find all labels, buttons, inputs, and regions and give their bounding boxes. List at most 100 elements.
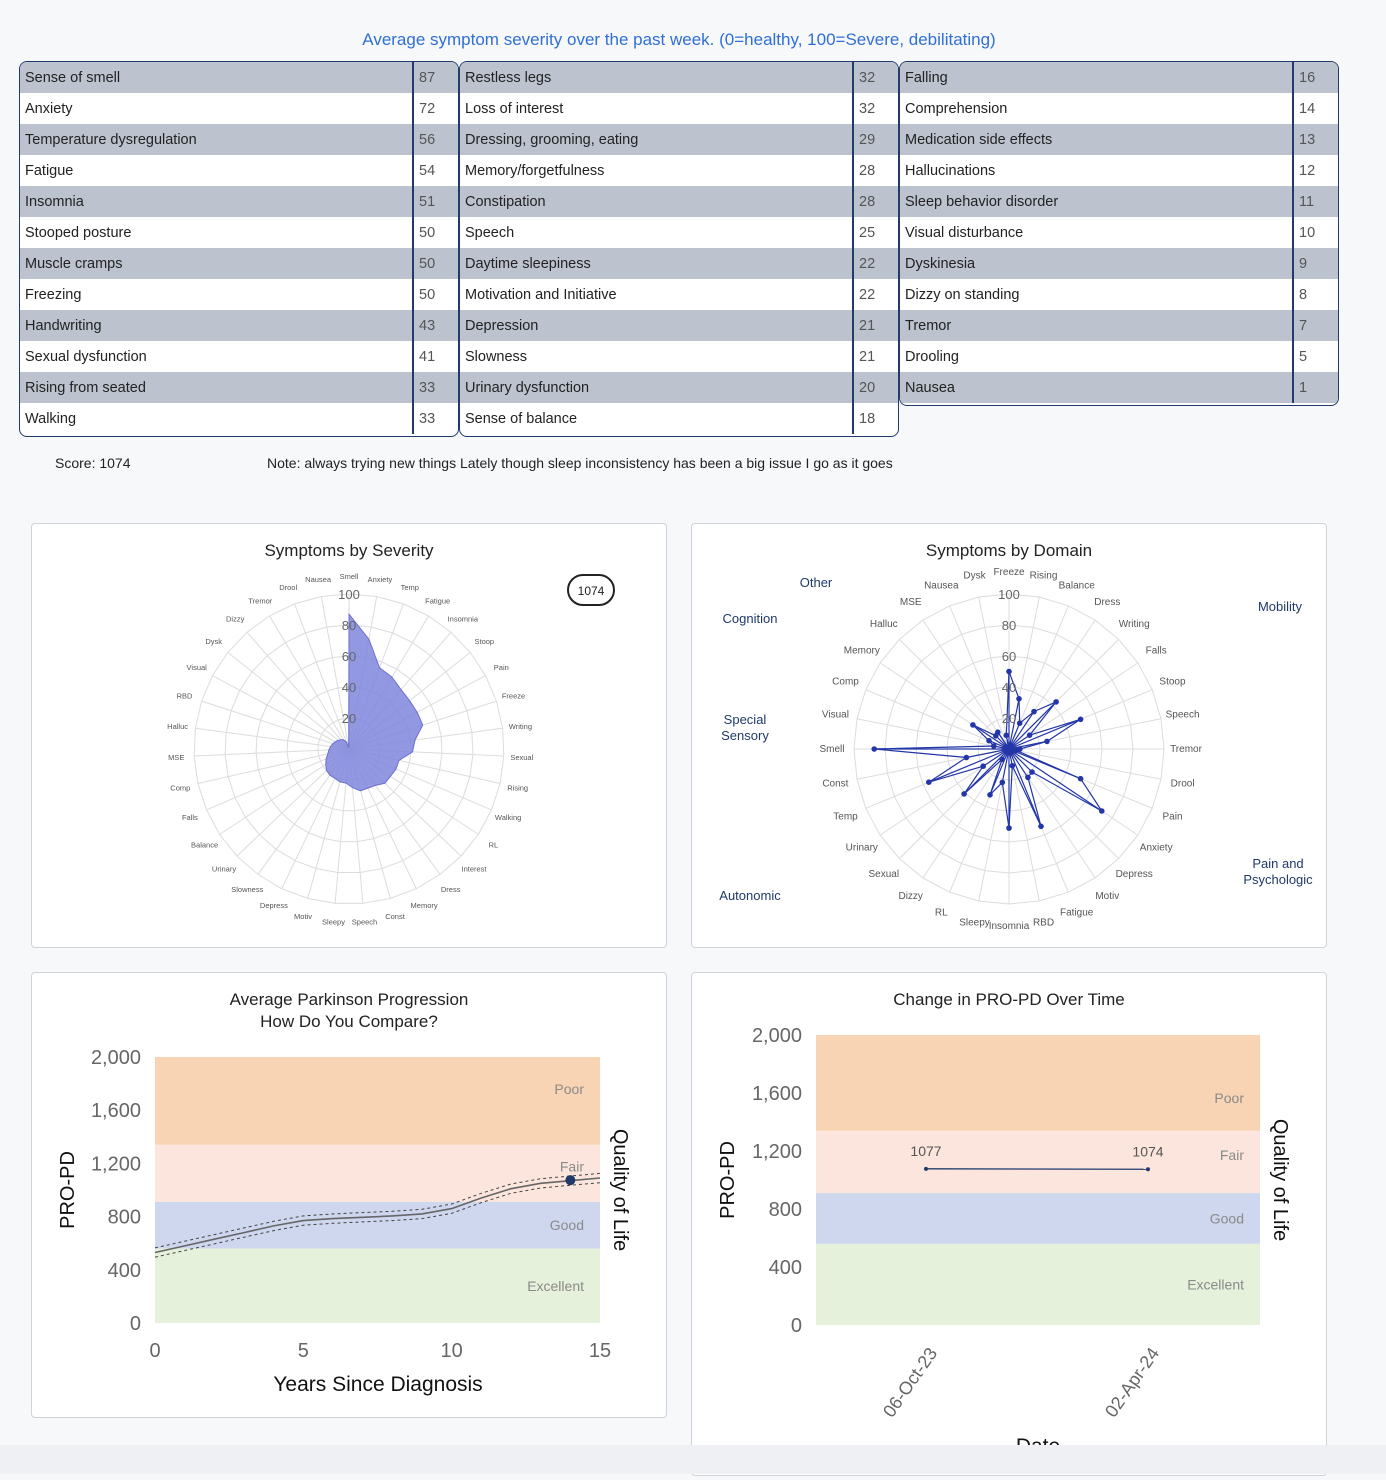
symptom-score: 32	[853, 93, 898, 124]
band-fair	[155, 1145, 600, 1202]
axis-label: Speech	[1166, 710, 1200, 721]
data-label: 1077	[910, 1143, 941, 1159]
symptom-score: 16	[1293, 62, 1338, 93]
patient-point	[565, 1175, 575, 1185]
y-tick-label: 2,000	[752, 1025, 802, 1047]
grid-spoke	[247, 632, 349, 749]
y-tick-label: 1,200	[752, 1141, 802, 1163]
symptom-score: 9	[1293, 248, 1338, 279]
axis-label: Tremor	[248, 597, 272, 606]
symptom-name: Sleep behavior disorder	[900, 186, 1293, 217]
symptom-score: 28	[853, 155, 898, 186]
y-tick-label: 400	[769, 1257, 802, 1279]
symptom-name: Dyskinesia	[900, 248, 1293, 279]
symptom-name: Dizzy on standing	[900, 279, 1293, 310]
symptom-name: Stooped posture	[20, 217, 413, 248]
axis-label: Halluc	[167, 722, 188, 731]
page-title: Average symptom severity over the past w…	[0, 30, 1358, 50]
y-tick-label: 0	[130, 1313, 141, 1335]
symptom-name: Nausea	[900, 372, 1293, 403]
axis-label: Drool	[279, 583, 297, 592]
domain-point	[1027, 732, 1033, 738]
domain-point	[1025, 775, 1031, 781]
symptom-score: 21	[853, 341, 898, 372]
axis-label: Temp	[401, 583, 419, 592]
symptom-name: Medication side effects	[900, 124, 1293, 155]
band-label: Fair	[560, 1158, 584, 1174]
axis-label: RBD	[1033, 918, 1054, 929]
y-tick-label: 2,000	[91, 1047, 141, 1069]
symptom-name: Motivation and Initiative	[460, 279, 853, 310]
axis-label: Motiv	[294, 912, 312, 921]
domain-outline	[874, 672, 1102, 829]
symptom-name: Constipation	[460, 186, 853, 217]
symptom-score: 18	[853, 403, 898, 434]
symptom-score: 25	[853, 217, 898, 248]
domain-point	[1016, 696, 1022, 702]
band-label: Excellent	[1187, 1276, 1244, 1292]
axis-label: Slowness	[231, 885, 263, 894]
y-tick-label: 1,200	[91, 1153, 141, 1175]
domain-point	[1031, 709, 1037, 715]
axis-label: Balance	[191, 840, 218, 849]
data-label: 1074	[1132, 1143, 1163, 1159]
radial-tick: 100	[338, 587, 360, 602]
axis-label: Walking	[495, 813, 521, 822]
domain-point	[961, 791, 967, 797]
symptom-score: 1	[1293, 372, 1338, 403]
x-axis-label: Years Since Diagnosis	[273, 1373, 482, 1396]
symptom-score: 13	[1293, 124, 1338, 155]
radial-tick: 20	[342, 711, 356, 726]
domain-point	[871, 746, 877, 752]
y2-axis-label: Quality of Life	[609, 1129, 631, 1251]
symptom-score: 7	[1293, 310, 1338, 341]
symptom-name: Loss of interest	[460, 93, 853, 124]
symptom-score: 22	[853, 248, 898, 279]
axis-label: Writing	[1119, 619, 1150, 630]
chart-title: Symptoms by Severity	[264, 541, 434, 560]
symptom-name: Fatigue	[20, 155, 413, 186]
axis-label: Temp	[833, 812, 858, 823]
axis-label: RL	[935, 908, 948, 919]
axis-label: Motiv	[1095, 891, 1119, 902]
domain-point	[1029, 769, 1035, 775]
symptom-name: Speech	[460, 217, 853, 248]
axis-label: Visual	[187, 663, 208, 672]
symptom-name: Dressing, grooming, eating	[460, 124, 853, 155]
symptom-name: Restless legs	[460, 62, 853, 93]
symptom-name: Memory/forgetfulness	[460, 155, 853, 186]
symptom-score: 14	[1293, 93, 1338, 124]
axis-label: Urinary	[846, 842, 878, 853]
symptom-name: Sexual dysfunction	[20, 341, 413, 372]
domain-point	[987, 792, 993, 798]
symptom-name: Hallucinations	[900, 155, 1293, 186]
axis-label: Smell	[819, 744, 844, 755]
axis-label: Interest	[461, 865, 487, 874]
symptom-score: 54	[413, 155, 458, 186]
radial-tick: 80	[1002, 618, 1016, 633]
chart-subtitle: How Do You Compare?	[260, 1012, 438, 1031]
chart-title: Change in PRO-PD Over Time	[893, 990, 1124, 1009]
axis-label: Nausea	[924, 581, 959, 592]
radial-tick: 100	[998, 587, 1020, 602]
axis-label: Comp	[832, 676, 859, 687]
change-point	[1146, 1167, 1150, 1171]
